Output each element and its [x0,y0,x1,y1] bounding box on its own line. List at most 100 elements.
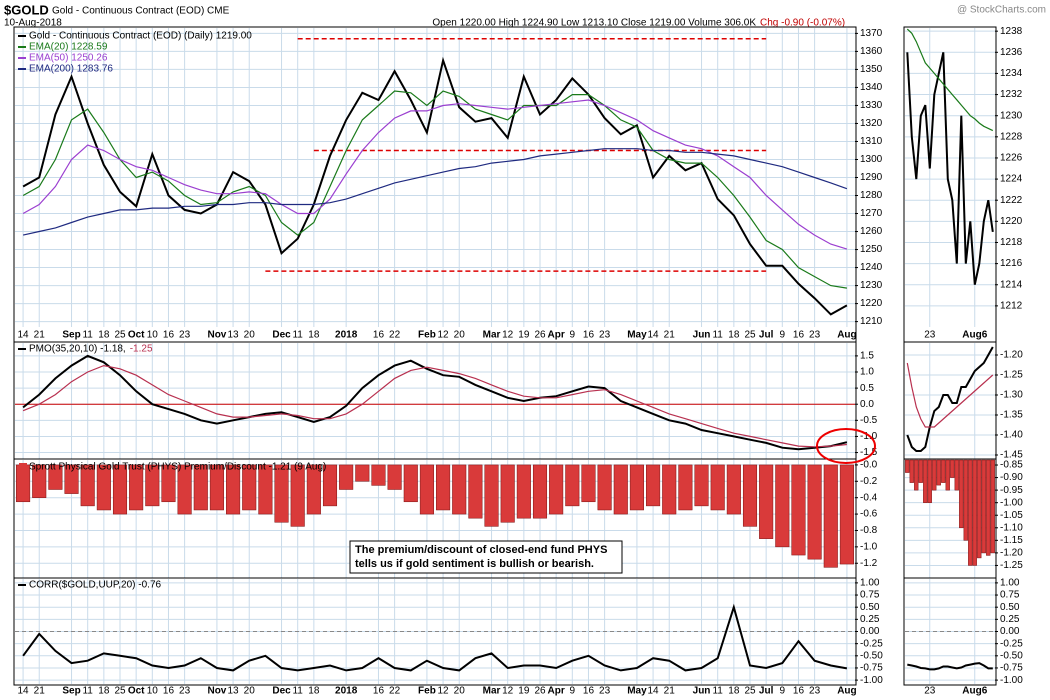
x-tick-label: Feb [418,330,436,341]
y-tick-label: 0.0 [860,399,874,410]
x-tick-label: 20 [454,330,466,341]
x-tick-label: Mar [483,686,501,697]
x-tick-label: Aug6 [962,330,987,341]
bar [905,459,910,473]
bar [339,464,354,490]
x-tick-label: 20 [244,330,256,341]
x-tick-label: 21 [34,686,46,697]
x-tick-label: Jun [693,330,711,341]
legend-label: Gold - Continuous Contract (EOD) (Daily)… [29,31,252,42]
y-tick-label: 1.00 [860,578,880,589]
x-tick-label: 18 [98,330,110,341]
bar [742,464,758,527]
legend-label: -1.25 [130,344,153,355]
y-tick-label: -0.85 [1000,460,1023,471]
bar [322,464,338,507]
x-tick-label: 10 [147,330,159,341]
series-line [22,354,848,451]
x-tick-label: 12 [438,686,450,697]
x-tick-label: 21 [34,330,46,341]
x-tick-label: 16 [373,686,385,697]
bar [516,464,531,519]
y-tick-label: 1250 [860,244,883,255]
y-tick-label: 1.00 [1000,578,1020,589]
x-tick-label: 19 [518,686,530,697]
bar [226,464,241,515]
y-tick-label: 1234 [1000,68,1023,79]
x-tick-label: Sep [62,686,80,697]
bar [823,464,838,568]
x-tick-label: 23 [809,330,821,341]
x-tick-label: 23 [599,686,611,697]
x-tick-label: 12 [502,330,514,341]
x-tick-label: 23 [809,686,821,697]
y-tick-label: 1280 [860,190,883,201]
y-tick-label: -0.90 [1000,472,1023,483]
y-tick-label: -1.25 [1000,370,1023,381]
x-tick-label: 23 [179,686,191,697]
y-tick-label: 1228 [1000,131,1023,142]
bar [775,464,790,548]
bar [941,459,946,483]
y-tick-label: 0.50 [1000,602,1020,613]
y-tick-label: 1222 [1000,195,1023,206]
x-tick-label: 11 [712,330,723,341]
y-tick-label: -0.0 [860,460,878,471]
bar [662,464,677,515]
series-line [22,603,848,672]
bar [177,464,192,515]
bar [945,459,950,491]
legend-swatch [19,463,27,471]
y-tick-label: 1224 [1000,174,1023,185]
annotation-box [349,540,623,574]
x-tick-label: Aug [837,686,856,697]
y-tick-label: -0.8 [860,525,878,536]
panel-title: Sprott Physical Gold Trust (PHYS) Premiu… [29,462,326,473]
x-tick-label: Nov [207,686,226,697]
bar [990,459,995,554]
y-tick-label: -1.15 [1000,535,1023,546]
y-tick-label: 1.0 [860,367,874,378]
bar [710,464,725,511]
highlight-circle [816,428,876,464]
y-tick-label: -1.45 [1000,450,1023,461]
x-tick-label: Aug6 [962,686,987,697]
y-tick-label: 0.25 [1000,614,1020,625]
bar [452,464,467,515]
x-tick-label: 11 [82,686,93,697]
bar [581,464,596,503]
series-line [22,90,847,289]
x-tick-label: 18 [98,686,110,697]
bar [807,464,822,560]
y-tick-label: 1300 [860,154,883,165]
bar [64,464,79,494]
bar [977,459,982,559]
y-tick-label: -0.6 [860,509,878,520]
bar [909,459,914,483]
bar [242,464,257,511]
y-tick-label: -1.35 [1000,410,1023,421]
y-tick-label: 1230 [1000,110,1023,121]
y-tick-label: 1210 [860,316,883,327]
y-tick-label: -0.25 [1000,638,1023,649]
bar [613,464,628,515]
y-tick-label: -1.0 [860,542,878,553]
bar [565,464,580,507]
x-tick-label: 10 [147,686,159,697]
bar [759,464,774,539]
bar [972,459,977,566]
y-tick-label: 1216 [1000,258,1023,269]
bar [500,464,515,523]
y-tick-label: -1.30 [1000,390,1023,401]
x-tick-label: 12 [502,686,514,697]
bar [914,459,919,491]
y-tick-label: -0.50 [860,650,883,661]
series-line [906,346,994,452]
y-tick-label: -1.20 [1000,548,1023,559]
legend-label: EMA(200) 1283.76 [29,64,113,75]
bar [306,464,321,515]
bar [403,464,418,503]
y-tick-label: 1260 [860,226,883,237]
x-tick-label: May [627,686,647,697]
bar [532,464,548,519]
